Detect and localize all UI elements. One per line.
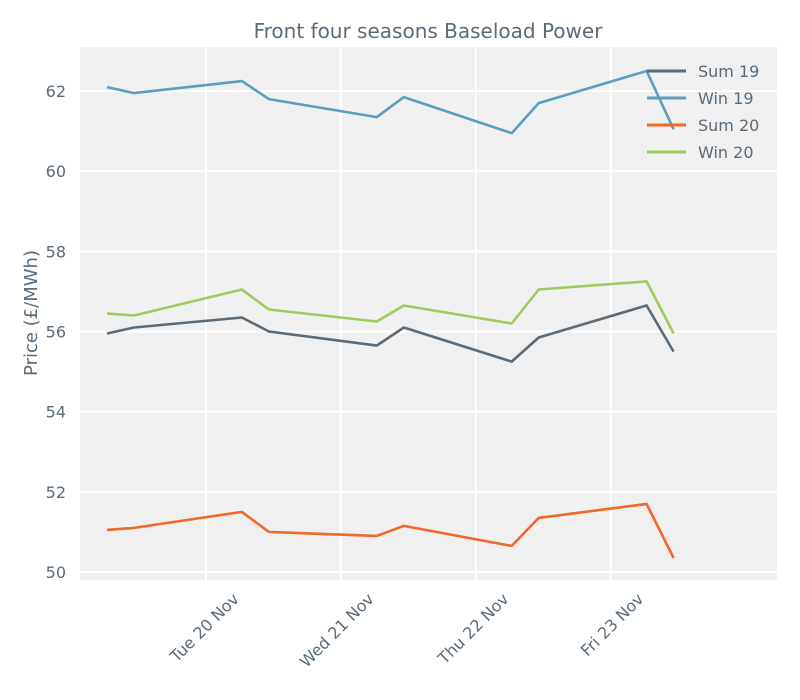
y-tick-label: 56 (46, 323, 66, 342)
x-tick-label: Wed 21 Nov (296, 589, 378, 671)
chart-title: Front four seasons Baseload Power (254, 19, 604, 43)
y-tick-label: 54 (46, 403, 66, 422)
x-tick-label: Fri 23 Nov (577, 589, 648, 660)
series-line-sum-19 (106, 304, 675, 363)
legend-label-sum-20: Sum 20 (698, 116, 759, 135)
x-tick-label: Thu 22 Nov (433, 589, 512, 668)
series-line-sum-20 (106, 502, 675, 559)
series-line-win-20 (106, 280, 675, 335)
y-tick-label: 58 (46, 242, 66, 261)
y-axis-label: Price (£/MWh) (21, 250, 42, 376)
legend: Sum 19 Win 19 Sum 20 Win 20 (647, 62, 759, 162)
series-line-win-19 (106, 69, 675, 135)
y-tick-label: 52 (46, 483, 66, 502)
grid (80, 47, 777, 580)
legend-label-sum-19: Sum 19 (698, 62, 759, 81)
y-tick-label: 62 (46, 82, 66, 101)
y-tick-labels: 50 52 54 56 58 60 62 (46, 82, 66, 582)
x-tick-labels: Tue 20 Nov Wed 21 Nov Thu 22 Nov Fri 23 Nov (166, 589, 648, 671)
y-tick-label: 50 (46, 563, 66, 582)
y-tick-label: 60 (46, 162, 66, 181)
x-tick-label: Tue 20 Nov (166, 589, 243, 666)
legend-label-win-20: Win 20 (698, 143, 754, 162)
series-lines (106, 69, 675, 559)
legend-label-win-19: Win 19 (698, 89, 754, 108)
